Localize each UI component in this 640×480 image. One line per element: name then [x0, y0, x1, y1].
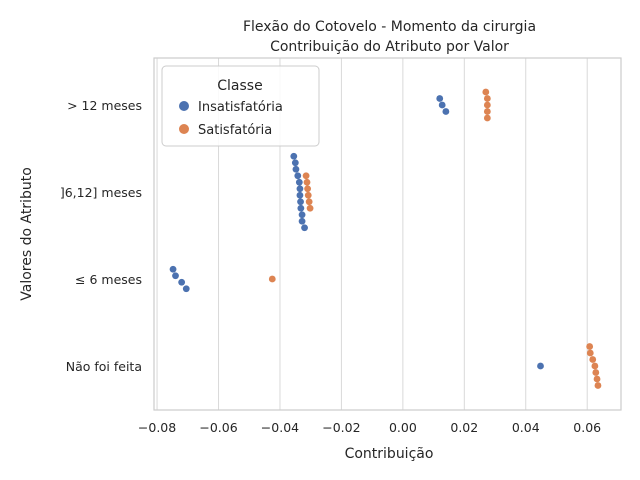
legend-marker-satisfatoria [179, 124, 189, 134]
data-points [169, 88, 602, 389]
data-point-insatisfatoria [290, 152, 298, 160]
legend: Classe Insatisfatória Satisfatória [161, 65, 320, 147]
data-point-satisfatoria [591, 362, 599, 370]
data-point-insatisfatoria [294, 172, 302, 180]
data-point-satisfatoria [306, 204, 314, 212]
x-axis-label: Contribuição [345, 446, 434, 462]
plot-frame [153, 57, 622, 411]
data-point-insatisfatoria [178, 278, 186, 286]
y-axis-ticks: > 12 meses ]6,12] meses ≤ 6 meses Não foi f… [60, 98, 142, 374]
data-point-satisfatoria [483, 108, 491, 115]
data-point-insatisfatoria [298, 211, 306, 219]
data-point-insatisfatoria [297, 198, 304, 206]
y-tick-label: ]6,12] meses [60, 185, 142, 200]
y-tick-label: Não foi feita [66, 359, 142, 374]
data-point-satisfatoria [483, 114, 491, 122]
legend-marker-insatisfatoria [179, 101, 189, 111]
chart-title-line-1: Flexão do Cotovelo - Momento da cirurgia [243, 19, 536, 35]
data-point-satisfatoria [482, 88, 490, 96]
data-point-insatisfatoria [296, 185, 304, 193]
data-point-insatisfatoria [438, 101, 446, 109]
x-tick-label: −0.02 [322, 420, 360, 435]
data-point-satisfatoria [304, 191, 312, 199]
x-axis-ticks: −0.08 −0.06 −0.04 −0.02 0.00 0.02 0.04 0.06 [138, 420, 601, 435]
x-tick-label: 0.04 [512, 420, 540, 435]
data-point-insatisfatoria [537, 362, 544, 370]
chart-title-line-2: Contribuição do Atributo por Valor [270, 39, 509, 55]
legend-box [161, 65, 320, 147]
data-point-satisfatoria [589, 356, 597, 363]
data-point-satisfatoria [268, 275, 276, 283]
legend-label-satisfatoria: Satisfatória [198, 123, 272, 138]
data-point-satisfatoria [483, 101, 491, 109]
y-axis-label: Valores do Atributo [19, 167, 35, 301]
x-tick-label: −0.08 [138, 420, 176, 435]
data-point-satisfatoria [302, 172, 310, 180]
data-point-insatisfatoria [292, 165, 300, 173]
data-point-satisfatoria [592, 369, 600, 376]
data-point-insatisfatoria [295, 178, 303, 186]
data-point-satisfatoria [483, 95, 491, 102]
data-point-satisfatoria [304, 185, 312, 193]
data-point-satisfatoria [586, 349, 594, 357]
data-point-satisfatoria [303, 178, 311, 186]
data-point-insatisfatoria [182, 285, 190, 293]
data-point-insatisfatoria [298, 217, 306, 225]
data-point-satisfatoria [586, 343, 594, 350]
data-point-insatisfatoria [436, 95, 444, 102]
data-point-satisfatoria [593, 375, 601, 383]
data-point-satisfatoria [305, 198, 313, 206]
x-tick-label: −0.04 [261, 420, 299, 435]
y-tick-label: ≤ 6 meses [75, 272, 142, 287]
x-tick-label: 0.00 [389, 420, 417, 435]
legend-title: Classe [217, 78, 262, 94]
data-point-insatisfatoria [296, 191, 304, 199]
y-tick-label: > 12 meses [67, 98, 142, 113]
x-tick-label: 0.02 [450, 420, 478, 435]
data-point-insatisfatoria [297, 204, 305, 212]
data-point-insatisfatoria [442, 108, 450, 115]
legend-label-insatisfatoria: Insatisfatória [198, 100, 283, 115]
data-point-insatisfatoria [172, 272, 179, 280]
data-point-insatisfatoria [169, 265, 177, 273]
x-tick-label: −0.06 [199, 420, 237, 435]
x-tick-label: 0.06 [573, 420, 601, 435]
data-point-insatisfatoria [301, 224, 308, 232]
data-point-insatisfatoria [291, 159, 299, 167]
data-point-satisfatoria [594, 382, 602, 389]
